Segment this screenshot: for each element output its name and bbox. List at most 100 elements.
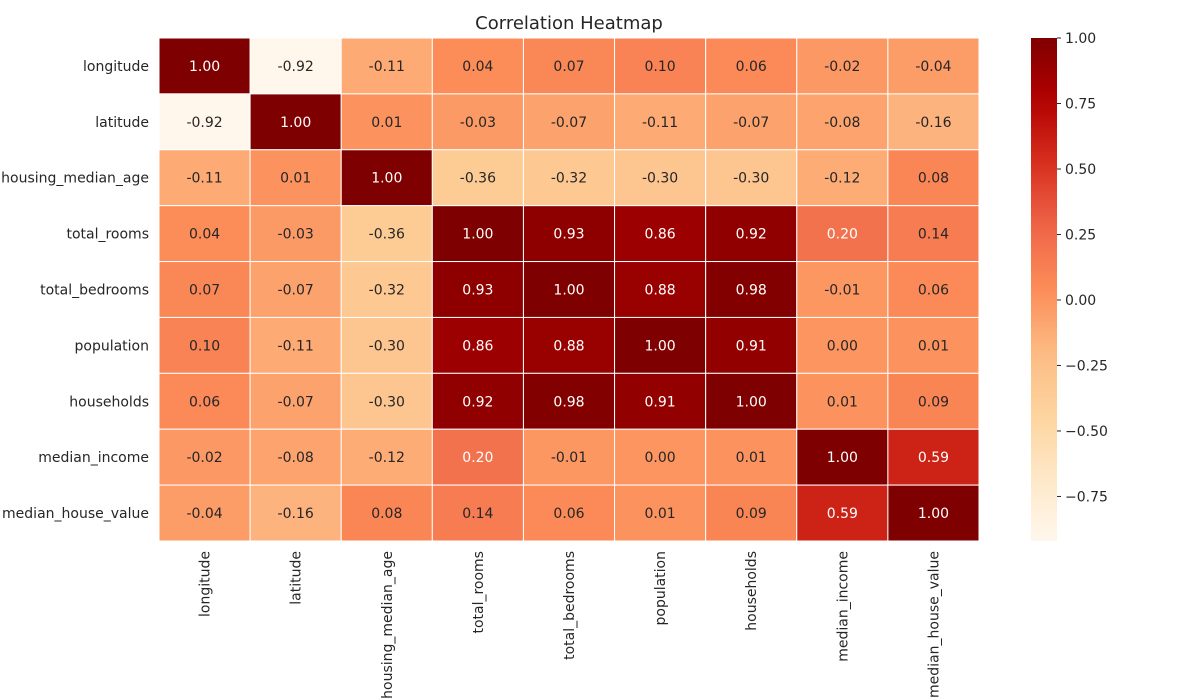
heatmap-cell bbox=[522, 372, 616, 430]
heatmap-cell bbox=[249, 372, 342, 430]
heatmap-cell-value: 0.01 bbox=[645, 506, 676, 522]
heatmap-cell-value: -0.92 bbox=[186, 115, 222, 131]
heatmap-cell bbox=[340, 316, 433, 374]
heatmap-cell-labels: 1.00 -0.92 -0.11 0.04 0.07 0.10 0.06 -0.02 -0.04… bbox=[186, 59, 951, 522]
heatmap-cell bbox=[705, 261, 798, 318]
heatmap-cell-value: 0.91 bbox=[645, 394, 676, 410]
heatmap-cell-value: -0.02 bbox=[186, 450, 222, 466]
x-tick-label: longitude bbox=[198, 551, 214, 617]
heatmap-cell-value: 0.92 bbox=[462, 394, 493, 410]
heatmap-cell-value: -0.12 bbox=[824, 171, 860, 187]
heatmap-cell-value: -0.16 bbox=[915, 115, 951, 131]
heatmap-cell-value: -0.36 bbox=[369, 227, 405, 243]
colorbar-tick-label: 0.75 bbox=[1065, 96, 1096, 112]
heatmap-cell-value: 0.00 bbox=[645, 450, 676, 466]
heatmap-cell bbox=[431, 316, 524, 374]
heatmap-cell bbox=[431, 372, 524, 430]
heatmap-cell-value: 0.20 bbox=[827, 227, 858, 243]
heatmap-cell bbox=[887, 428, 980, 486]
chart-title: Correlation Heatmap bbox=[475, 13, 663, 34]
heatmap-cell-value: 0.59 bbox=[827, 506, 858, 522]
colorbar-tick-labels: 1.00 0.75 0.50 0.25 0.00 −0.25 −0.50 −0.75 bbox=[1057, 31, 1108, 505]
heatmap-cell bbox=[249, 316, 342, 374]
y-tick-label: total_rooms bbox=[66, 227, 149, 243]
heatmap-cell-value: -0.16 bbox=[278, 506, 314, 522]
heatmap-cell bbox=[614, 484, 707, 542]
heatmap-cell-value: -0.11 bbox=[369, 59, 405, 75]
heatmap-cell-value: 0.93 bbox=[462, 283, 493, 299]
heatmap-cell bbox=[614, 261, 707, 318]
y-axis-tick-labels: longitude latitude housing_median_agetotal… bbox=[1, 59, 149, 522]
heatmap-cell bbox=[249, 205, 342, 263]
heatmap-cell-value: 0.07 bbox=[189, 283, 220, 299]
heatmap-cell-value: -0.36 bbox=[460, 171, 496, 187]
heatmap-cell-value: 0.06 bbox=[189, 394, 220, 410]
y-tick-label: median_income bbox=[38, 450, 149, 466]
x-tick-label: median_income bbox=[835, 551, 851, 662]
heatmap-cell bbox=[796, 261, 889, 318]
heatmap-cell-value: 0.01 bbox=[918, 338, 949, 354]
heatmap-cell-value: -0.32 bbox=[369, 283, 405, 299]
x-tick-label: total_bedrooms bbox=[562, 551, 578, 660]
heatmap-cell-value: 0.09 bbox=[918, 394, 949, 410]
heatmap-cell bbox=[158, 372, 251, 430]
heatmap-cell-value: 0.01 bbox=[371, 115, 402, 131]
heatmap-cell bbox=[887, 261, 980, 318]
heatmap-cell bbox=[887, 316, 980, 374]
heatmap-cell bbox=[158, 316, 251, 374]
heatmap-cell-value: 1.00 bbox=[553, 283, 584, 299]
heatmap-grid bbox=[158, 37, 980, 542]
heatmap-cell-value: -0.08 bbox=[824, 115, 860, 131]
heatmap-cell-value: 0.98 bbox=[553, 394, 584, 410]
heatmap-cell bbox=[431, 484, 524, 542]
heatmap-cell-value: 1.00 bbox=[462, 227, 493, 243]
heatmap-cell bbox=[614, 93, 707, 151]
heatmap-cell bbox=[887, 205, 980, 263]
heatmap-cell-value: -0.30 bbox=[369, 394, 405, 410]
heatmap-cell bbox=[158, 149, 251, 207]
heatmap-cell-value: 0.98 bbox=[736, 283, 767, 299]
heatmap-cell bbox=[249, 149, 342, 207]
y-tick-label: longitude bbox=[83, 59, 149, 75]
heatmap-cell bbox=[431, 205, 524, 263]
heatmap-cell-value: 1.00 bbox=[280, 115, 311, 131]
y-tick-label: median_house_value bbox=[2, 506, 149, 522]
x-axis-tick-labels: longitude latitude housing_median_age total… bbox=[198, 551, 943, 699]
heatmap-cell bbox=[431, 93, 524, 151]
heatmap-cell bbox=[887, 149, 980, 207]
y-tick-label: households bbox=[69, 394, 149, 410]
heatmap-cell bbox=[249, 261, 342, 318]
heatmap-cell-value: 0.92 bbox=[736, 227, 767, 243]
colorbar-tick-label: 0.50 bbox=[1065, 162, 1096, 178]
heatmap-cell bbox=[796, 37, 889, 95]
heatmap-cell bbox=[158, 484, 251, 542]
heatmap-cell-value: -0.30 bbox=[642, 171, 678, 187]
heatmap-cell bbox=[705, 484, 798, 542]
heatmap-cell bbox=[796, 93, 889, 151]
heatmap-cell-value: -0.07 bbox=[733, 115, 769, 131]
heatmap-cell-value: -0.30 bbox=[733, 171, 769, 187]
heatmap-cell-value: 0.59 bbox=[918, 450, 949, 466]
heatmap-cell-value: 0.14 bbox=[462, 506, 493, 522]
heatmap-cell bbox=[705, 93, 798, 151]
heatmap-cell-value: 0.14 bbox=[918, 227, 949, 243]
heatmap-cell-value: -0.11 bbox=[642, 115, 678, 131]
heatmap-cell-value: -0.03 bbox=[278, 227, 314, 243]
heatmap-cell bbox=[522, 428, 616, 486]
heatmap-cell-value: 0.09 bbox=[736, 506, 767, 522]
y-tick-label: total_bedrooms bbox=[40, 283, 149, 299]
x-tick-label: households bbox=[744, 551, 760, 631]
heatmap-cell bbox=[614, 149, 707, 207]
heatmap-cell bbox=[522, 316, 616, 374]
heatmap-cell-value: -0.04 bbox=[915, 59, 951, 75]
heatmap-cell-value: 0.91 bbox=[736, 338, 767, 354]
heatmap-cell bbox=[340, 261, 433, 318]
heatmap-cell-value: 0.08 bbox=[371, 506, 402, 522]
heatmap-cell-value: 0.86 bbox=[462, 338, 493, 354]
heatmap-cell bbox=[796, 149, 889, 207]
heatmap-cell bbox=[887, 93, 980, 151]
heatmap-cell bbox=[158, 428, 251, 486]
heatmap-cell bbox=[522, 484, 616, 542]
heatmap-cell-value: 1.00 bbox=[189, 59, 220, 75]
